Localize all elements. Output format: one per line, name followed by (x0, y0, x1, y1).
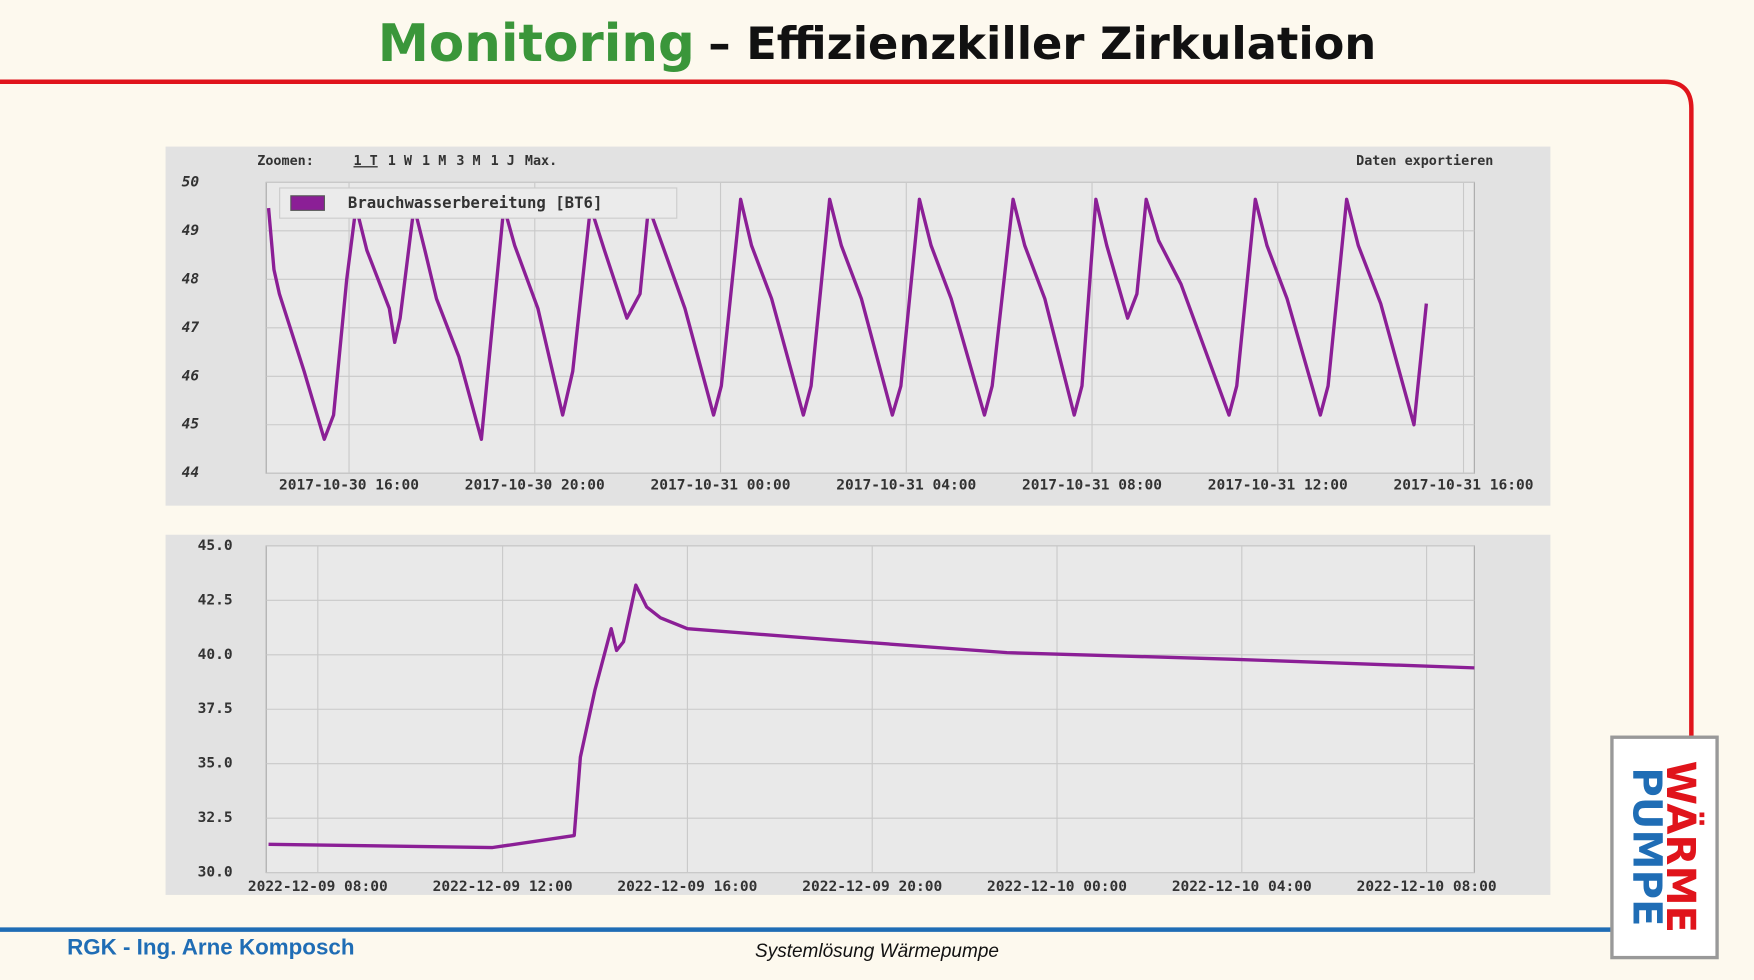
x-tick-label: 2022-12-10 08:00 (1357, 879, 1497, 895)
y-tick-label: 50 (182, 174, 200, 190)
x-tick-label: 2017-10-31 12:00 (1208, 478, 1348, 494)
zoom-option[interactable]: 1 M (422, 154, 446, 169)
y-tick-label: 30.0 (198, 865, 233, 881)
x-tick-label: 2022-12-10 04:00 (1172, 879, 1312, 895)
zoom-option[interactable]: 1 W (388, 154, 413, 169)
y-tick-label: 44 (182, 465, 200, 481)
y-tick-label: 48 (182, 271, 200, 287)
zoom-option[interactable]: 1 J (491, 154, 515, 169)
y-tick-label: 32.5 (198, 810, 233, 826)
data-line (268, 583, 1475, 850)
logo-box (1610, 735, 1719, 960)
footer-caption: Systemlösung Wärmepumpe (755, 941, 999, 962)
x-tick-label: 2022-12-09 12:00 (433, 879, 573, 895)
zoom-option[interactable]: 1 T (353, 154, 377, 169)
x-tick-label: 2022-12-09 16:00 (617, 879, 757, 895)
y-tick-label: 45 (182, 417, 200, 433)
slide-title: Monitoring – Effizienzkiller Zirkulation (378, 14, 1377, 74)
x-tick-label: 2017-10-31 08:00 (1022, 478, 1162, 494)
legend-label: Brauchwasserbereitung [BT6] (348, 193, 603, 212)
zoom-option[interactable]: Max. (525, 154, 557, 169)
x-tick-label: 2022-12-10 00:00 (987, 879, 1127, 895)
legend-box (279, 187, 678, 219)
y-tick-label: 35.0 (198, 756, 233, 772)
logo-text: PUMPE (1623, 767, 1669, 926)
y-tick-label: 47 (182, 320, 200, 336)
x-tick-label: 2017-10-31 00:00 (651, 478, 791, 494)
zoom-option[interactable]: 3 M (456, 154, 480, 169)
y-tick-label: 49 (182, 223, 200, 239)
legend-swatch (290, 195, 325, 211)
x-tick-label: 2017-10-30 16:00 (279, 478, 419, 494)
footer-author: RGK - Ing. Arne Komposch (67, 935, 354, 960)
x-tick-label: 2017-10-30 20:00 (465, 478, 605, 494)
y-tick-label: 37.5 (198, 701, 233, 717)
x-tick-label: 2017-10-31 16:00 (1394, 478, 1534, 494)
export-link[interactable]: Daten exportieren (1356, 153, 1493, 169)
zoom-label: Zoomen: (257, 154, 313, 169)
y-tick-label: 40.0 (198, 647, 233, 663)
data-line (266, 197, 1429, 441)
x-tick-label: 2022-12-09 08:00 (248, 879, 388, 895)
red-frame-line (0, 79, 1694, 741)
y-tick-label: 45.0 (198, 538, 233, 554)
y-tick-label: 46 (182, 368, 200, 384)
logo-text: WÄRME (1657, 761, 1705, 933)
x-tick-label: 2022-12-09 20:00 (802, 879, 942, 895)
x-tick-label: 2017-10-31 04:00 (836, 478, 976, 494)
y-tick-label: 42.5 (198, 592, 233, 608)
